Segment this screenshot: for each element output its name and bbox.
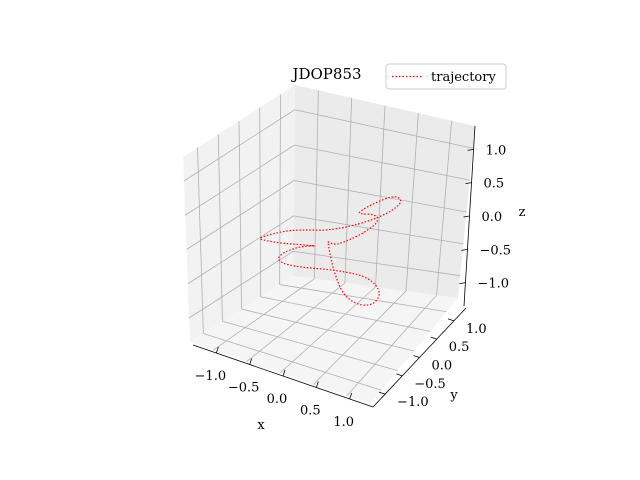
x-axis-label: x bbox=[257, 418, 265, 433]
grid-z-back-4 bbox=[294, 109, 473, 149]
x-tick-label-4: 1.0 bbox=[333, 415, 354, 430]
grid-y-floor-1 bbox=[222, 320, 398, 372]
pane-xz-back bbox=[293, 85, 475, 298]
y-tick-label-2: 0.0 bbox=[432, 359, 453, 374]
pane-xy-floor bbox=[190, 276, 458, 404]
y-tick-label-4: 1.0 bbox=[466, 322, 487, 337]
axes-grid bbox=[183, 90, 473, 397]
x-tick-label-0: −1.0 bbox=[195, 369, 227, 384]
z-tick-4 bbox=[467, 148, 474, 151]
x-tick-4 bbox=[349, 392, 353, 400]
x-tick-label-3: 0.5 bbox=[300, 403, 321, 418]
legend-label-trajectory: trajectory bbox=[431, 70, 496, 85]
axis-ticks: −1.0−0.50.00.51.0−1.0−0.50.00.51.0−1.0−0… bbox=[195, 143, 511, 430]
legend-frame bbox=[385, 63, 507, 90]
z-tick-label-4: 1.0 bbox=[486, 143, 507, 158]
grid-z-back-1 bbox=[293, 215, 464, 245]
grid-y-floor-2 bbox=[241, 308, 415, 352]
x-tick-0 bbox=[215, 346, 219, 354]
z-tick-3 bbox=[465, 182, 472, 185]
y-tick-2 bbox=[413, 355, 420, 358]
z-tick-0 bbox=[459, 282, 466, 285]
y-tick-label-1: −0.5 bbox=[414, 377, 446, 392]
y-tick-label-3: 0.5 bbox=[449, 340, 470, 355]
x-tick-3 bbox=[315, 381, 319, 388]
z-tick-label-0: −1.0 bbox=[477, 277, 509, 292]
x-tick-label-2: 0.0 bbox=[267, 392, 288, 407]
y-tick-1 bbox=[396, 373, 403, 377]
z-tick-label-2: 0.0 bbox=[482, 210, 503, 225]
y-tick-0 bbox=[378, 391, 386, 395]
grid-z-back-0 bbox=[293, 250, 461, 277]
y-tick-4 bbox=[447, 318, 455, 322]
z-tick-1 bbox=[461, 248, 468, 251]
x-tick-2 bbox=[282, 369, 286, 377]
x-tick-1 bbox=[249, 358, 253, 365]
chart-title: JDOP853 bbox=[290, 65, 361, 83]
y-tick-label-0: −1.0 bbox=[397, 395, 429, 410]
grid-z-left-3 bbox=[184, 144, 295, 216]
grid-z-left-2 bbox=[186, 180, 295, 250]
grid-y-floor-4 bbox=[279, 284, 447, 313]
y-tick-3 bbox=[430, 336, 437, 340]
grid-y-floor-0 bbox=[203, 333, 382, 391]
z-tick-label-1: −0.5 bbox=[479, 243, 511, 258]
legend: trajectory bbox=[385, 63, 507, 90]
y-axis-label: y bbox=[449, 388, 458, 403]
trajectory-line-0 bbox=[259, 196, 402, 306]
grid-z-back-2 bbox=[293, 180, 467, 213]
trajectory-series bbox=[259, 196, 402, 306]
axes-panes bbox=[183, 85, 475, 404]
grid-z-back-3 bbox=[294, 144, 470, 181]
x-tick-label-1: −0.5 bbox=[228, 381, 260, 396]
pane-yz-left bbox=[183, 85, 295, 342]
grid-z-left-0 bbox=[188, 250, 294, 319]
z-tick-label-3: 0.5 bbox=[484, 177, 505, 192]
z-axis-label: z bbox=[519, 205, 526, 220]
z-tick-2 bbox=[463, 215, 470, 218]
grid-z-left-1 bbox=[187, 215, 294, 285]
grid-y-floor-3 bbox=[260, 296, 431, 332]
grid-z-left-4 bbox=[183, 109, 295, 182]
